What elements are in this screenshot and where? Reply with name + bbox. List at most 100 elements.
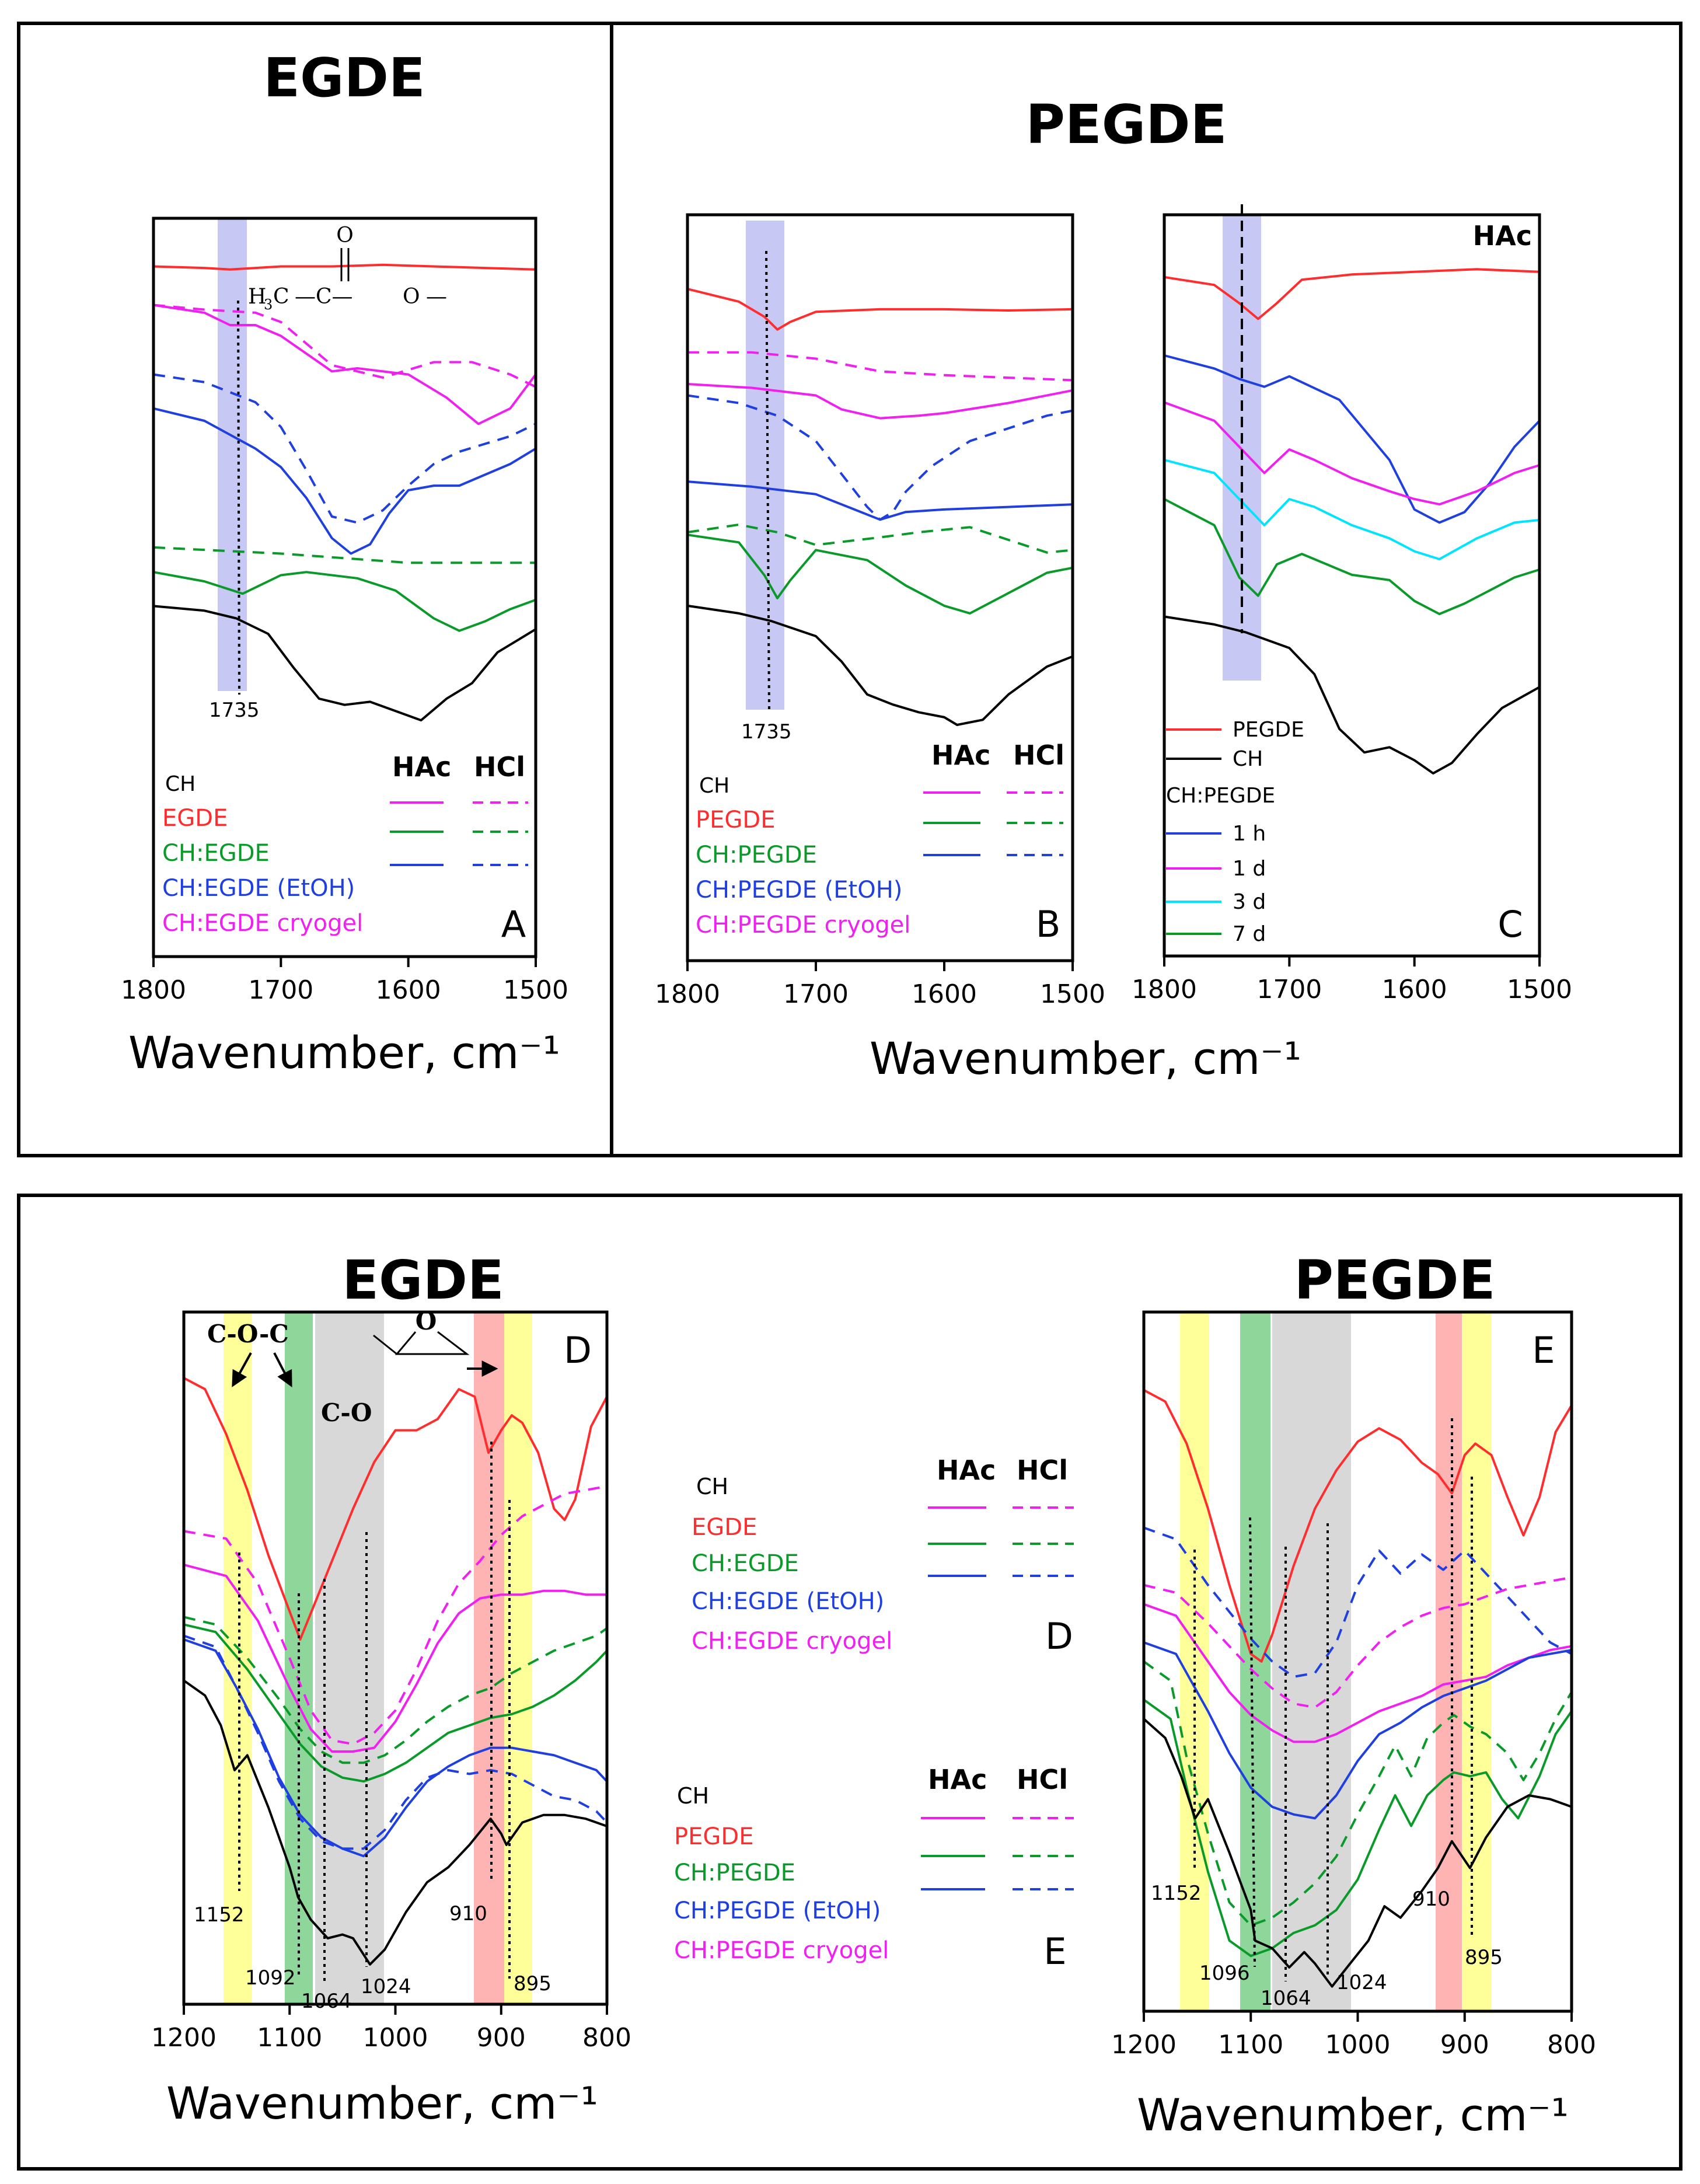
tick-label-c-1600: 1600 — [1382, 975, 1447, 1004]
legend-e-header-hac: HAc — [928, 1764, 987, 1795]
panel-b-letter: B — [1036, 903, 1061, 946]
legend-d-letter: D — [1045, 1615, 1073, 1658]
panel-a-xlabel: Wavenumber, cm⁻¹ — [128, 1027, 560, 1079]
tick-label-b-1500: 1500 — [1040, 979, 1105, 1009]
series-b-ch-pegde-hac — [687, 533, 1073, 615]
series-b-ch — [687, 604, 1073, 726]
legend-c-item-3d: 3 d — [1233, 890, 1266, 914]
legend-d-item-egde: EGDE — [692, 1514, 757, 1541]
series-c-3-d — [1164, 459, 1540, 560]
panel-a-letter: A — [501, 903, 526, 946]
series-b-ch-pegde-etoh-hcl — [687, 394, 1073, 521]
legend-b-header-hac: HAc — [931, 739, 990, 771]
legend-e-item-etoh: CH:PEGDE (EtOH) — [674, 1897, 881, 1924]
acetate-h: H — [248, 285, 266, 309]
panel-e-xlabel: Wavenumber, cm⁻¹ — [1137, 2089, 1569, 2141]
legend-c-item-pegde: PEGDE — [1233, 718, 1304, 742]
legend-e-item-pegde: PEGDE — [674, 1823, 753, 1850]
panel-d-band-epoxide — [474, 1312, 504, 2004]
panel-e-band-910 — [1436, 1312, 1462, 2011]
series-e-pegde — [1143, 1388, 1573, 1663]
legend-d-header-hcl: HCl — [1017, 1454, 1068, 1486]
panel-d-label-1064: 1064 — [301, 1990, 352, 2013]
tick-label-c-1700: 1700 — [1256, 975, 1322, 1004]
legend-e-item-ch-pegde: CH:PEGDE — [674, 1859, 795, 1886]
tick-label-e-1200: 1200 — [1111, 2030, 1177, 2060]
panel-c-band-1735 — [1223, 215, 1261, 681]
legend-e-letter: E — [1043, 1930, 1066, 1973]
tick-label-c-1500: 1500 — [1507, 975, 1572, 1004]
panel-d-label-910: 910 — [449, 1902, 487, 1925]
panel-c-xaxis: 1800 1700 1600 1500 — [1132, 956, 1572, 1004]
series-d-ch-egde-cryogel-hcl — [183, 1485, 608, 1746]
series-b-ch-pegde-etoh-hac — [687, 480, 1073, 521]
legend-d-header-hac: HAc — [937, 1454, 996, 1486]
series-c-7-d — [1164, 498, 1540, 615]
legend-d-middle: CH EGDE CH:EGDE CH:EGDE (EtOH) CH:EGDE c… — [692, 1454, 1074, 1658]
series-a-ch-egde-etoh-hcl — [153, 373, 536, 524]
series-d-ch-egde-etoh-hcl — [183, 1634, 608, 1850]
legend-e-item-cryogel: CH:PEGDE cryogel — [674, 1937, 889, 1964]
series-a-ch-egde-etoh-hac — [153, 407, 537, 555]
panel-b-label-1735: 1735 — [741, 720, 792, 744]
panel-e-series — [1143, 1388, 1573, 1988]
acetate-tail: — — [426, 285, 447, 309]
legend-a-item-cryogel: CH:EGDE cryogel — [162, 910, 363, 937]
series-b-ch-pegde-hcl — [687, 523, 1073, 554]
legend-a-item-ch-egde: CH:EGDE — [162, 840, 270, 867]
acetate-sub3: 3 — [264, 296, 273, 313]
series-e-ch-pegde-hac — [1143, 1698, 1573, 1958]
series-c-1-d — [1164, 401, 1540, 506]
panel-e-label-1152: 1152 — [1151, 1882, 1202, 1905]
tick-label-c-1800: 1800 — [1132, 975, 1197, 1004]
series-e-ch-pegde-etoh-hcl — [1143, 1526, 1572, 1678]
panel-b-xlabel: Wavenumber, cm⁻¹ — [870, 1032, 1301, 1084]
series-c-pegde — [1164, 268, 1540, 320]
panel-d-series — [183, 1377, 608, 1966]
panel-d-band-co — [315, 1312, 384, 2004]
bottom-title-egde: EGDE — [342, 1249, 504, 1311]
panel-d-letter: D — [564, 1329, 592, 1372]
series-e-ch-pegde-etoh-hac — [1143, 1641, 1572, 1820]
top-title-egde: EGDE — [263, 47, 425, 109]
panel-b: 1735 B 1800 1700 1600 1500 Wavenumber, cm⁻¹… — [655, 213, 1301, 1084]
panel-b-xaxis: 1800 1700 1600 1500 — [655, 961, 1105, 1009]
panel-e-label-1064: 1064 — [1261, 1987, 1311, 2010]
panel-b-marker-1735 — [765, 250, 770, 714]
panel-e-label-1024: 1024 — [1336, 1971, 1387, 1994]
legend-b-item-pegde: PEGDE — [696, 807, 775, 833]
series-d-ch-egde-hac — [183, 1623, 608, 1783]
panel-d-epoxide-bond — [373, 1334, 397, 1355]
panel-a-legend: CH EGDE CH:EGDE CH:EGDE (EtOH) CH:EGDE c… — [162, 751, 528, 937]
panel-c-legend: PEGDE CH CH:PEGDE 1 h 1 d 3 d 7 d — [1166, 718, 1304, 946]
panel-b-band-1735 — [746, 221, 784, 710]
panel-d-co-label: C-O — [321, 1398, 372, 1427]
panel-a-xaxis: 1800 1700 1600 1500 — [121, 957, 568, 1005]
panel-d-label-1024: 1024 — [361, 1975, 411, 1998]
legend-e-item-ch: CH — [677, 1783, 709, 1809]
legend-b-item-ch-pegde: CH:PEGDE — [696, 842, 817, 868]
tick-label-d-1100: 1100 — [257, 2023, 322, 2053]
series-a-ch-egde-cryogel-hcl — [153, 303, 536, 388]
tick-label-d-1000: 1000 — [363, 2023, 428, 2053]
tick-label-e-900: 900 — [1440, 2030, 1489, 2060]
series-e-ch-pegde-cryogel-hcl — [1143, 1576, 1572, 1709]
panel-e-label-910: 910 — [1412, 1888, 1450, 1911]
legend-b-item-cryogel: CH:PEGDE cryogel — [696, 912, 910, 939]
panel-a-frame — [152, 217, 537, 958]
legend-a-header-hac: HAc — [392, 751, 451, 783]
series-a-ch — [153, 605, 537, 722]
tick-label-b-1600: 1600 — [912, 979, 977, 1009]
panel-e-xaxis: 1200 1100 1000 900 800 — [1111, 2011, 1596, 2060]
acetate-carbonyl-o: O — [336, 224, 354, 247]
legend-d-item-ch-egde: CH:EGDE — [692, 1550, 799, 1577]
panel-e-letter: E — [1532, 1329, 1555, 1372]
panel-c-letter: C — [1497, 903, 1523, 946]
tick-label-d-900: 900 — [477, 2023, 526, 2053]
legend-d-item-etoh: CH:EGDE (EtOH) — [692, 1588, 884, 1615]
panel-b-legend: CH PEGDE CH:PEGDE CH:PEGDE (EtOH) CH:PEG… — [696, 739, 1064, 939]
panel-c-hac-label: HAc — [1473, 220, 1532, 252]
top-title-pegde: PEGDE — [1026, 93, 1227, 156]
acetate-c1: C — [273, 285, 289, 309]
panel-a-acetate-structure: O H 3 C —C— O — — [248, 224, 447, 313]
